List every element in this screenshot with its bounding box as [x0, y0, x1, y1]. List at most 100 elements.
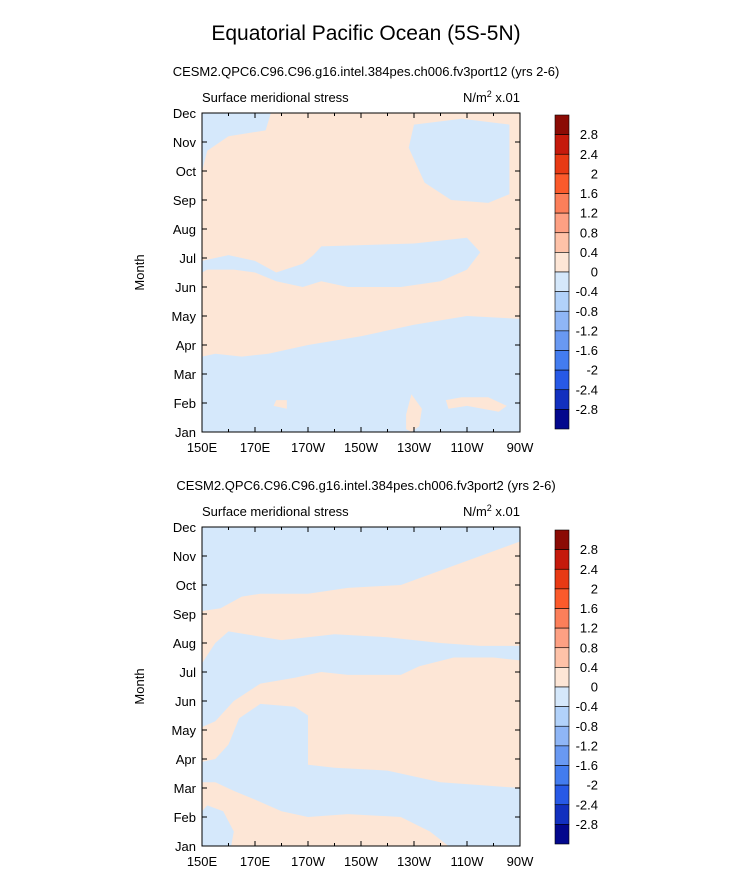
- colorbar-swatch: [554, 232, 570, 253]
- colorbar-label: 2.4: [580, 562, 598, 577]
- colorbar-label: 2: [591, 166, 598, 181]
- y-axis-label: Month: [132, 254, 147, 290]
- x-tick-label: 170E: [240, 854, 271, 869]
- colorbar-label: -2: [586, 363, 598, 378]
- colorbar-swatch: [554, 173, 570, 194]
- colorbar-label: -0.4: [576, 699, 598, 714]
- y-tick-label: May: [171, 309, 196, 324]
- y-tick-label: Aug: [173, 222, 196, 237]
- colorbar-label: 2.4: [580, 147, 598, 162]
- colorbar-label: -0.4: [576, 284, 598, 299]
- y-tick-label: Apr: [176, 338, 197, 353]
- negative-region-4: [202, 805, 234, 846]
- colorbar-label: 0.4: [580, 245, 598, 260]
- colorbar-swatch: [554, 134, 570, 155]
- colorbar-swatch: [554, 765, 570, 786]
- negative-region-1: [202, 527, 520, 612]
- panel-subtitle: CESM2.QPC6.C96.C96.g16.intel.384pes.ch00…: [176, 478, 555, 493]
- colorbar-label: 0.8: [580, 225, 598, 240]
- y-tick-label: May: [171, 723, 196, 738]
- colorbar-swatch: [554, 153, 570, 175]
- x-tick-label: 170W: [291, 440, 326, 455]
- colorbar-swatch: [554, 389, 570, 410]
- y-tick-label: Nov: [173, 549, 197, 564]
- y-tick-label: Sep: [173, 193, 196, 208]
- y-tick-label: Nov: [173, 135, 197, 150]
- colorbar-swatch: [554, 608, 570, 629]
- y-tick-label: Feb: [174, 810, 196, 825]
- y-tick-label: Oct: [176, 578, 197, 593]
- colorbar-label: -2.4: [576, 797, 598, 812]
- colorbar-label: 1.6: [580, 601, 598, 616]
- units-label: N/m2 x.01: [463, 503, 520, 519]
- y-tick-label: Sep: [173, 607, 196, 622]
- negative-region-4: [408, 118, 510, 203]
- colorbar-label: 2.8: [580, 542, 598, 557]
- positive-region-1: [406, 394, 422, 432]
- y-tick-label: Jul: [179, 251, 196, 266]
- x-tick-label: 110W: [451, 854, 485, 869]
- colorbar-swatch: [554, 667, 570, 688]
- colorbar-label: 0: [591, 680, 598, 695]
- y-tick-label: Jul: [179, 665, 196, 680]
- colorbar-label: -1.2: [576, 738, 598, 753]
- colorbar-swatch: [554, 686, 570, 707]
- colorbar-label: 0.8: [580, 640, 598, 655]
- colorbar-swatch: [554, 252, 570, 273]
- x-tick-label: 170W: [291, 854, 326, 869]
- colorbar-label: -0.8: [576, 719, 598, 734]
- units-label: N/m2 x.01: [463, 89, 520, 105]
- negative-region-2: [202, 237, 481, 287]
- colorbar-label: -1.2: [576, 323, 598, 338]
- y-tick-label: Apr: [176, 752, 197, 767]
- colorbar-swatch: [554, 529, 570, 550]
- y-tick-label: Jan: [175, 425, 196, 440]
- colorbar-label: 1.6: [580, 186, 598, 201]
- colorbar-swatch: [554, 706, 570, 727]
- variable-label: Surface meridional stress: [202, 90, 349, 105]
- positive-region-1: [276, 817, 298, 846]
- panel-2: CESM2.QPC6.C96.C96.g16.intel.384pes.ch00…: [132, 478, 598, 869]
- panel-1: CESM2.QPC6.C96.C96.g16.intel.384pes.ch00…: [132, 64, 598, 455]
- colorbar-swatch: [554, 369, 570, 391]
- colorbar-label: -0.8: [576, 304, 598, 319]
- y-tick-label: Oct: [176, 164, 197, 179]
- colorbar-swatch: [554, 784, 570, 806]
- y-tick-label: Mar: [174, 367, 197, 382]
- x-tick-label: 150E: [187, 440, 218, 455]
- y-tick-label: Jun: [175, 694, 196, 709]
- x-tick-label: 150W: [344, 440, 379, 455]
- colorbar-swatch: [554, 212, 570, 234]
- contour-field: [202, 113, 520, 432]
- colorbar-swatch: [554, 627, 570, 649]
- y-tick-label: Dec: [173, 520, 197, 535]
- colorbar-swatch: [554, 725, 570, 747]
- y-tick-label: Feb: [174, 396, 196, 411]
- contour-field: [202, 527, 520, 846]
- colorbar-swatch: [554, 568, 570, 590]
- colorbar-label: -2.8: [576, 817, 598, 832]
- colorbar-swatch: [554, 193, 570, 214]
- panel-subtitle: CESM2.QPC6.C96.C96.g16.intel.384pes.ch00…: [173, 64, 560, 79]
- colorbar-swatch: [554, 804, 570, 825]
- y-tick-label: Jan: [175, 839, 196, 854]
- figure-title: Equatorial Pacific Ocean (5S-5N): [211, 22, 521, 45]
- positive-region-3: [273, 400, 287, 409]
- x-tick-label: 170E: [240, 440, 271, 455]
- colorbar-label: -1.6: [576, 758, 598, 773]
- colorbar-swatch: [554, 330, 570, 351]
- y-tick-label: Mar: [174, 781, 197, 796]
- x-tick-label: 130W: [397, 854, 432, 869]
- variable-label: Surface meridional stress: [202, 504, 349, 519]
- x-tick-label: 90W: [507, 440, 534, 455]
- colorbar-swatch: [554, 647, 570, 668]
- colorbar-label: 2.8: [580, 127, 598, 142]
- x-tick-label: 130W: [397, 440, 432, 455]
- colorbar-swatch: [554, 745, 570, 766]
- colorbar-swatch: [554, 549, 570, 570]
- colorbar-swatch: [554, 114, 570, 135]
- colorbar-label: -2.8: [576, 402, 598, 417]
- x-tick-label: 150E: [187, 854, 218, 869]
- colorbar-swatch: [554, 350, 570, 371]
